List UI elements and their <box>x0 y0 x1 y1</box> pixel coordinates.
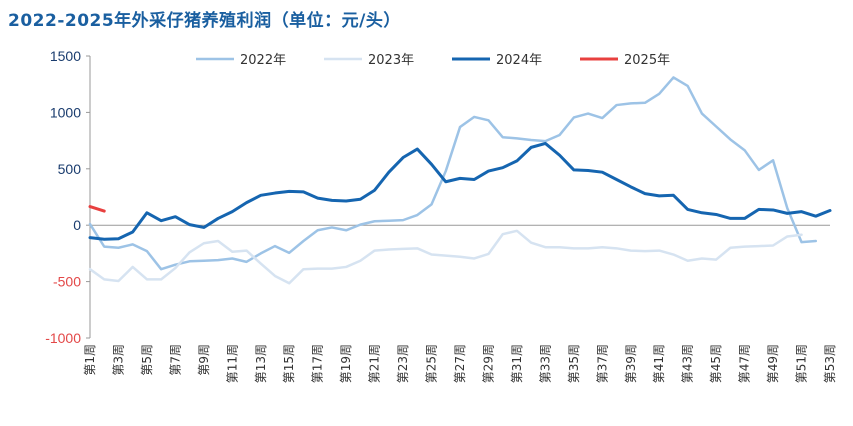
legend: 2022年 2023年 2024年 2025年 <box>196 53 670 68</box>
x-tick-label: 第19周 <box>339 344 353 383</box>
x-tick-label: 第15周 <box>282 344 296 383</box>
x-tick-label: 第3周 <box>111 344 125 376</box>
x-tick-label: 第45周 <box>709 344 723 383</box>
x-tick-label: 第47周 <box>738 344 752 383</box>
x-tick-label: 第53周 <box>823 344 837 383</box>
axes <box>89 56 830 338</box>
x-tick-label: 第33周 <box>538 344 552 383</box>
legend-label-3: 2025年 <box>624 53 670 68</box>
y-tick-label: -1000 <box>45 330 81 346</box>
x-tick-label: 第29周 <box>481 344 495 383</box>
x-tick-label: 第17周 <box>311 344 325 383</box>
series-line-2 <box>88 141 832 241</box>
series-line-0 <box>88 76 818 271</box>
x-tick-label: 第27周 <box>453 344 467 383</box>
x-tick-label: 第5周 <box>140 344 154 376</box>
x-tick-label: 第7周 <box>168 344 182 376</box>
x-tick-label: 第49周 <box>766 344 780 383</box>
x-tick-label: 第35周 <box>567 344 581 383</box>
x-tick-label: 第31周 <box>510 344 524 383</box>
x-tick-label: 第11周 <box>225 344 239 383</box>
y-tick-label: 1000 <box>50 104 81 120</box>
x-tick-label: 第1周 <box>83 344 97 376</box>
x-tick-label: 第25周 <box>425 344 439 383</box>
series-lines <box>88 76 832 285</box>
legend-label-1: 2023年 <box>368 53 414 68</box>
x-axis-ticks: 第1周 第3周 第5周 第7周 第9周 第11周 第13周 第15周 第17周 第19周 第21周第… <box>83 344 837 383</box>
x-tick-label: 第51周 <box>795 344 809 383</box>
x-tick-label: 第9周 <box>197 344 211 376</box>
y-tick-label: 500 <box>58 161 82 177</box>
x-tick-label: 第41周 <box>652 344 666 383</box>
x-tick-label: 第21周 <box>368 344 382 383</box>
x-tick-label: 第37周 <box>595 344 609 383</box>
series-line-1 <box>88 229 803 285</box>
y-tick-label: 1500 <box>50 48 81 64</box>
series-line-3 <box>88 205 106 213</box>
y-tick-label: 0 <box>73 217 81 233</box>
y-axis-ticks: 1500 1000 500 0 -500 -1000 <box>45 48 90 346</box>
x-tick-label: 第23周 <box>396 344 410 383</box>
chart-title: 2022-2025年外采仔猪养殖利润（单位：元/头） <box>8 11 401 31</box>
y-tick-label: -500 <box>53 274 81 290</box>
x-tick-label: 第43周 <box>681 344 695 383</box>
x-tick-label: 第13周 <box>254 344 268 383</box>
x-tick-label: 第39周 <box>624 344 638 383</box>
legend-label-0: 2022年 <box>240 53 286 68</box>
legend-label-2: 2024年 <box>496 53 542 68</box>
